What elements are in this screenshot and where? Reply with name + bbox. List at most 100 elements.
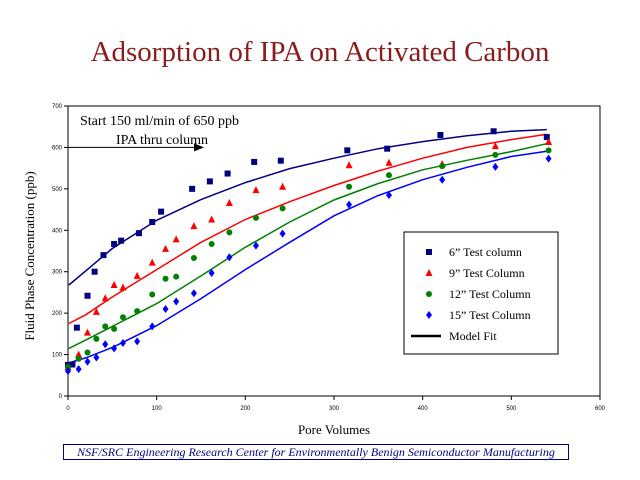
data-point [490, 128, 497, 135]
y-tick-label: 700 [52, 104, 63, 110]
data-point [208, 240, 215, 247]
data-point [69, 361, 76, 368]
data-point [135, 230, 142, 237]
y-tick-label: 500 [52, 187, 63, 193]
data-point [279, 229, 286, 238]
y-tick-label: 100 [52, 353, 63, 359]
data-point [84, 349, 91, 356]
y-tick-label: 300 [52, 270, 63, 276]
data-point [208, 268, 215, 277]
data-point [149, 322, 156, 331]
data-point [439, 175, 446, 184]
data-point [277, 157, 284, 164]
data-point [118, 237, 125, 244]
legend-label: 6” Test column [449, 245, 522, 259]
data-point [110, 280, 118, 288]
footer-credit: NSF/SRC Engineering Research Center for … [63, 444, 569, 460]
data-point [252, 214, 259, 221]
data-point [148, 258, 156, 266]
data-point [73, 324, 80, 331]
data-point [93, 335, 100, 342]
legend-marker [426, 291, 432, 297]
fit-line [68, 128, 547, 286]
x-tick-label: 100 [152, 406, 163, 412]
data-point [133, 271, 141, 279]
data-point [75, 365, 82, 374]
data-point [384, 145, 391, 152]
data-point [492, 151, 499, 158]
data-point [252, 241, 259, 250]
data-point [93, 353, 100, 362]
axis-ticks: 0 100 200 300 400 500 600 0 100 200 300 400 500 600 70… [52, 104, 606, 412]
data-point [134, 308, 141, 315]
data-point [173, 297, 180, 306]
data-point [279, 205, 286, 212]
x-tick-label: 300 [329, 406, 340, 412]
data-point [119, 283, 127, 291]
data-point [545, 147, 552, 154]
data-point [491, 142, 499, 150]
x-tick-label: 600 [595, 406, 606, 412]
data-point [149, 219, 156, 225]
data-point [346, 183, 353, 190]
annotation-line2: IPA thru column [116, 133, 208, 148]
legend-marker [426, 311, 432, 319]
legend-label: 9” Test Column [449, 266, 525, 280]
data-point [111, 240, 118, 247]
data-point [75, 355, 82, 362]
data-point [189, 185, 196, 192]
data-point [75, 350, 83, 358]
data-point [119, 314, 126, 321]
data-point [65, 367, 71, 376]
data-point [437, 132, 444, 138]
data-point [162, 244, 170, 252]
data-point [100, 252, 107, 259]
data-point [92, 307, 100, 315]
annotation-line1: Start 150 ml/min of 650 ppb [80, 114, 239, 129]
data-point [345, 161, 353, 169]
data-point [252, 186, 260, 194]
x-tick-label: 400 [418, 406, 429, 412]
y-tick-label: 600 [52, 145, 63, 151]
x-tick-label: 200 [240, 406, 251, 412]
data-points [64, 128, 553, 376]
y-tick-label: 0 [59, 394, 63, 400]
data-point [344, 147, 351, 154]
data-point [224, 170, 231, 177]
data-point [545, 138, 553, 146]
y-tick-label: 200 [52, 311, 63, 317]
data-point [225, 198, 233, 206]
data-point [545, 154, 552, 163]
data-point [101, 294, 109, 302]
data-point [190, 255, 197, 262]
data-point [492, 162, 499, 171]
data-point [279, 182, 287, 190]
fit-line [68, 142, 547, 350]
annotation-arrowhead [194, 143, 204, 152]
data-point [119, 338, 126, 347]
data-point [102, 340, 109, 349]
legend-label: 12” Test Column [449, 287, 531, 301]
data-point [385, 158, 393, 166]
annotation: Start 150 ml/min of 650 ppb IPA thru col… [68, 114, 239, 152]
data-point [102, 323, 109, 330]
x-tick-label: 0 [66, 406, 70, 412]
data-point [84, 357, 91, 366]
data-point [190, 289, 197, 298]
legend-label: Model Fit [449, 329, 497, 343]
data-point [84, 328, 92, 336]
data-point [226, 229, 233, 236]
x-axis-label: Pore Volumes [298, 422, 370, 437]
data-point [346, 200, 353, 209]
data-point [190, 222, 198, 230]
data-point [162, 305, 169, 313]
chart-title: Adsorption of IPA on Activated Carbon [90, 36, 550, 68]
data-point [84, 292, 91, 299]
data-point [251, 158, 258, 165]
y-tick-label: 400 [52, 228, 63, 234]
fit-line [68, 133, 547, 325]
y-axis-label: Fluid Phase Concentration (ppb) [22, 171, 37, 340]
data-point [158, 208, 165, 215]
legend: 6” Test column 9” Test Column 12” Test Col… [403, 231, 559, 355]
